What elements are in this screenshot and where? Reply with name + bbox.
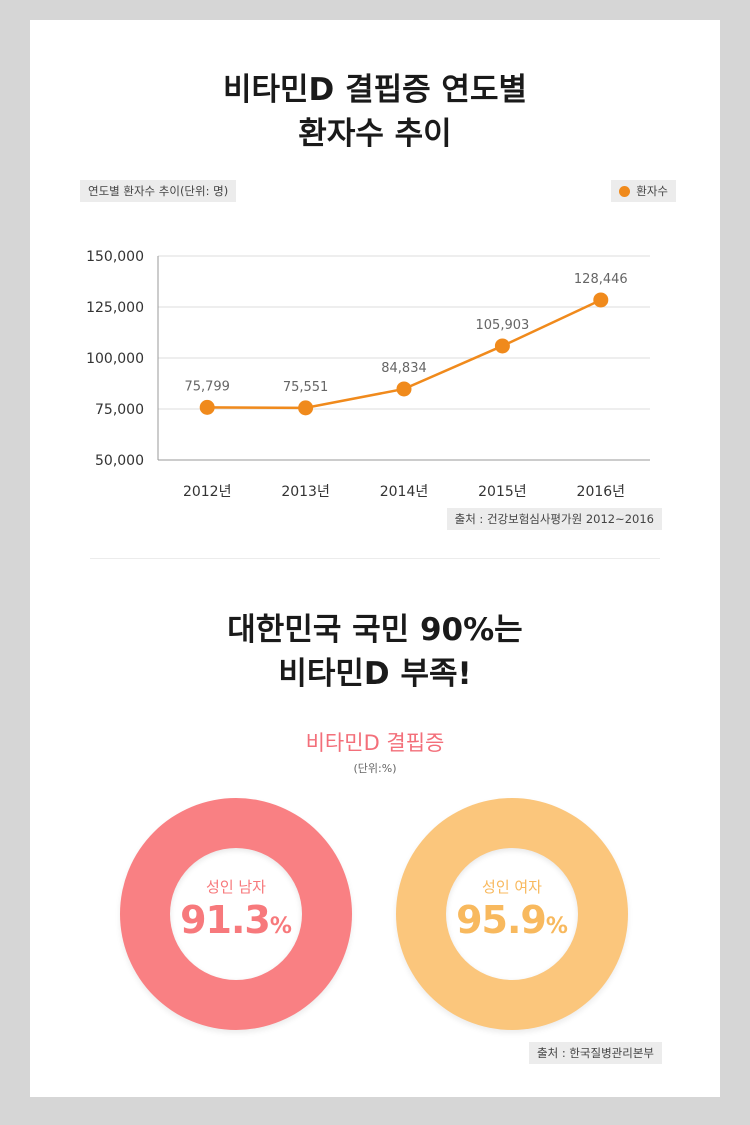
section-divider bbox=[90, 558, 660, 559]
section2-title: 대한민국 국민 90%는 비타민D 부족! bbox=[30, 608, 720, 696]
y-tick-label: 75,000 bbox=[95, 402, 144, 418]
donut-female: 성인 여자 95.9% bbox=[396, 798, 628, 1030]
y-tick-label: 125,000 bbox=[86, 300, 144, 316]
legend-label: 환자수 bbox=[636, 184, 668, 198]
data-point bbox=[593, 292, 609, 308]
donut-female-center: 성인 여자 95.9% bbox=[446, 848, 578, 980]
section2-title-line2: 비타민D 부족! bbox=[278, 656, 472, 692]
x-tick-label: 2014년 bbox=[380, 484, 429, 500]
data-point bbox=[494, 338, 510, 354]
donut-male: 성인 남자 91.3% bbox=[120, 798, 352, 1030]
chart-title: 비타민D 결핍증 연도별 환자수 추이 bbox=[30, 68, 720, 156]
line-chart: 150,000 125,000 100,000 75,000 50,000 2012년 20… bbox=[86, 249, 650, 500]
data-label: 75,551 bbox=[283, 380, 329, 395]
donut-female-value: 95.9% bbox=[446, 898, 578, 942]
x-tick-label: 2013년 bbox=[281, 484, 330, 500]
deficiency-subtitle: 비타민D 결핍증 bbox=[305, 731, 445, 755]
y-tick-label: 150,000 bbox=[86, 249, 144, 265]
donut-female-label: 성인 여자 bbox=[482, 878, 542, 896]
donut-female-number: 95.9 bbox=[456, 898, 547, 942]
data-label: 84,834 bbox=[381, 361, 427, 376]
deficiency-unit: (단위:%) bbox=[353, 762, 397, 775]
data-label: 128,446 bbox=[574, 272, 628, 287]
donut-male-value: 91.3% bbox=[170, 898, 302, 942]
data-point bbox=[199, 399, 215, 415]
y-tick-label: 50,000 bbox=[95, 453, 144, 469]
x-tick-label: 2016년 bbox=[577, 484, 626, 500]
chart-title-line1: 비타민D 결핍증 연도별 bbox=[223, 72, 527, 108]
data-label: 75,799 bbox=[184, 379, 230, 394]
chart-unit-label: 연도별 환자수 추이(단위: 명) bbox=[80, 180, 237, 202]
donut-male-number: 91.3 bbox=[180, 898, 271, 942]
x-tick-label: 2012년 bbox=[183, 484, 232, 500]
donut-male-label: 성인 남자 bbox=[206, 878, 266, 896]
data-label: 105,903 bbox=[476, 318, 530, 333]
y-tick-label: 100,000 bbox=[86, 351, 144, 367]
infographic-card: 비타민D 결핍증 연도별 환자수 추이 연도별 환자수 추이(단위: 명) 환자… bbox=[30, 20, 720, 1097]
section2-title-line1: 대한민국 국민 90%는 bbox=[227, 612, 523, 648]
donut-male-center: 성인 남자 91.3% bbox=[170, 848, 302, 980]
chart-title-line2: 환자수 추이 bbox=[298, 116, 452, 152]
chart-legend: 환자수 bbox=[611, 180, 676, 202]
donut-female-percent: % bbox=[545, 914, 568, 939]
donut-male-percent: % bbox=[269, 914, 292, 939]
data-point bbox=[396, 381, 412, 397]
chart-source: 출처 : 건강보험심사평가원 2012~2016 bbox=[446, 508, 662, 530]
donut-source: 출처 : 한국질병관리본부 bbox=[529, 1042, 662, 1064]
legend-marker bbox=[619, 185, 631, 197]
x-tick-label: 2015년 bbox=[478, 484, 527, 500]
data-point bbox=[298, 400, 314, 416]
